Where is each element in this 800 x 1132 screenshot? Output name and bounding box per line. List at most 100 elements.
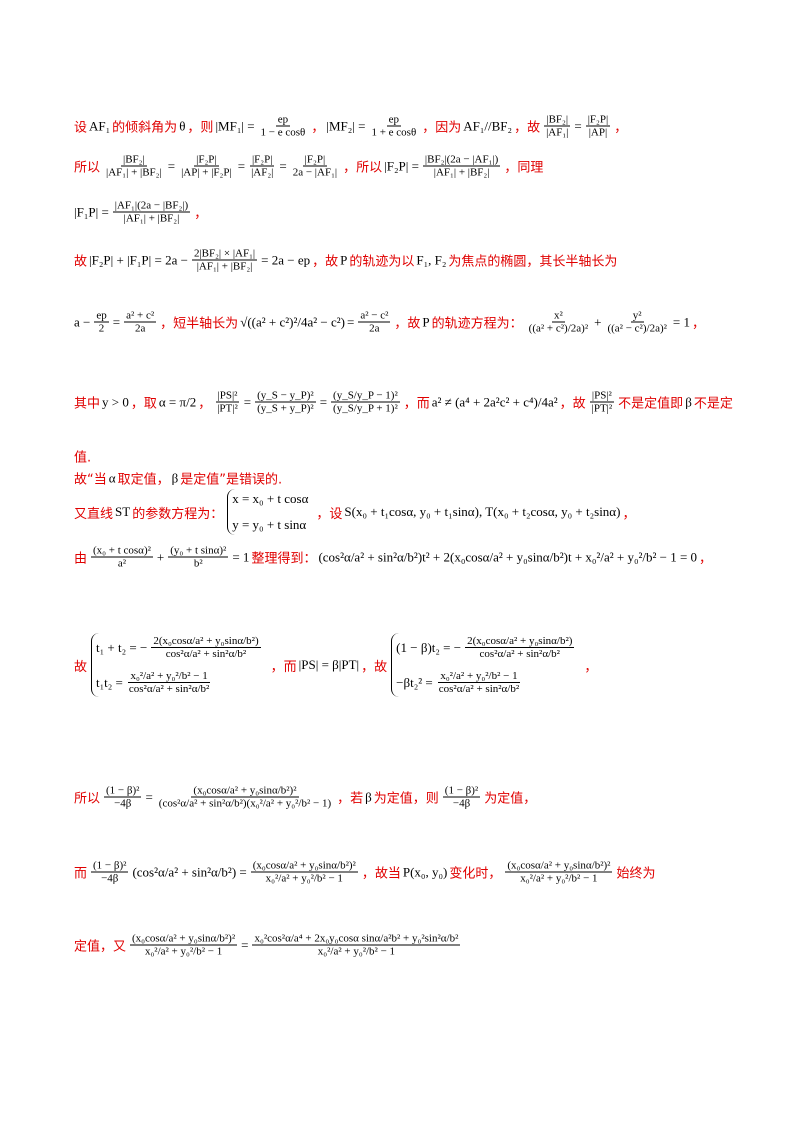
numerator: |F₂P| <box>249 153 275 167</box>
numerator: (x₀cosα/a² + y₀sinα/b²)² <box>250 859 358 873</box>
fraction: ep 1 + e cosθ <box>369 114 418 139</box>
denominator: |AF₁| + |BF₂| <box>433 166 490 179</box>
text: 为焦点的椭圆，其长半轴长为 <box>448 254 618 270</box>
fraction: |BF₂| |AF₁| <box>544 114 571 139</box>
math: θ <box>179 118 186 133</box>
text: ， <box>622 506 636 522</box>
math: a² ≠ (a⁴ + 2a²c² + c⁴)/4a² <box>431 394 558 409</box>
fraction: 2|BF₂| × |AF₁| |AF₁| + |BF₂| <box>191 248 258 273</box>
text: 而 <box>74 866 88 882</box>
equation-system: (1 − β)t₂ = −2(x₀cosα/a² + y₀sinα/b²) cos… <box>391 633 580 697</box>
numerator: |F₂P| <box>585 113 611 127</box>
denominator: |AF₂| <box>251 166 274 179</box>
math: = <box>346 314 355 329</box>
math: + <box>156 549 165 564</box>
math: = <box>237 158 246 173</box>
text: ，取 <box>130 396 157 412</box>
math: α = π/2 <box>158 394 197 409</box>
math: ST <box>115 504 131 519</box>
text: ，短半轴长为 <box>160 316 239 332</box>
math: AF₁ <box>89 118 111 133</box>
math: |F₂P| + |F₁P| = 2a − <box>89 252 188 267</box>
numerator: ep <box>386 113 402 127</box>
text: 定值，又 <box>74 939 127 955</box>
math: = <box>279 158 287 173</box>
numerator: ep <box>94 309 109 323</box>
numerator: |BF₂|(2a − |AF₁|) <box>422 153 501 167</box>
fraction: ep 2 <box>94 309 109 335</box>
text-line: 定值，又 (x₀cosα/a² + y₀sinα/b²)² x₀²/a² + y₀²… <box>74 933 724 958</box>
numerator: (y_S − y_P)² <box>255 389 316 403</box>
math: y = y₀ + t sinα <box>232 517 307 532</box>
text: ， <box>584 659 598 675</box>
text: 设 <box>74 120 88 136</box>
text: ， <box>311 120 325 136</box>
numerator: ep <box>275 113 291 127</box>
denominator: (y_S/y_P + 1)² <box>333 402 398 415</box>
text-line: 故 |F₂P| + |F₁P| = 2a −2|BF₂| × |AF₁| |AF₁|… <box>74 248 724 273</box>
text: 是定值”是错误的. <box>180 472 283 488</box>
math: x = x₀ + t cosα <box>232 491 309 506</box>
fraction: (x₀cosα/a² + y₀sinα/b²)² x₀²/a² + y₀²/b² … <box>505 859 613 885</box>
fraction: (y_S/y_P − 1)² (y_S/y_P + 1)² <box>331 390 400 415</box>
equation-row: x = x₀ + t cosα <box>232 491 308 507</box>
math: = <box>243 394 252 409</box>
text: ，故 <box>514 120 541 136</box>
denominator: |AF₁| + |BF₂| <box>123 212 180 225</box>
fraction: x₀²/a² + y₀²/b² − 1 cos²α/a² + sin²α/b² <box>127 670 211 695</box>
math: = <box>167 158 176 173</box>
numerator: (x₀cosα/a² + y₀sinα/b²)² <box>505 859 613 873</box>
text: ，同理 <box>504 160 544 176</box>
text: 为定值，则 <box>373 791 439 807</box>
text: 取定值， <box>117 472 170 488</box>
text-line: 其中 y > 0 ，取 α = π/2， |PS|² |PT|² = (y_S − y_P)²… <box>74 389 733 415</box>
text-line: 故 t₁ + t₂ = −2(x₀cosα/a² + y₀sinα/b²) cos²… <box>74 633 724 697</box>
equation-row: y = y₀ + t sinα <box>232 517 308 533</box>
denominator: |AP| <box>588 126 608 139</box>
text: ，故 <box>559 396 586 412</box>
denominator: cos²α/a² + sin²α/b² <box>165 648 247 660</box>
math: = <box>574 118 582 133</box>
denominator: x₀²/a² + y₀²/b² − 1 <box>144 945 223 958</box>
numerator: (1 − β)² <box>104 784 142 798</box>
text: ，则 <box>187 120 214 136</box>
denominator: |PT|² <box>591 402 613 415</box>
math: |PS| = β|PT| <box>298 657 360 672</box>
text: 故 <box>74 254 88 270</box>
math: a − <box>74 314 91 329</box>
math: β <box>685 394 692 409</box>
text: 不是定 <box>693 396 733 412</box>
numerator: a² + c² <box>124 309 157 323</box>
text: ，故当 <box>361 866 401 882</box>
fraction: (x₀cosα/a² + y₀sinα/b²)² x₀²/a² + y₀²/b² … <box>130 933 238 958</box>
text-line: a − ep 2 = a² + c² 2a ，短半轴长为 √((a² + c²)²/4a² −… <box>74 310 724 335</box>
math: = <box>145 789 153 804</box>
fraction: |PS|² |PT|² <box>589 390 615 415</box>
math: (cos²α/a² + sin²α/b²) = <box>132 864 247 879</box>
text-line: 所以 (1 − β)² −4β = (x₀cosα/a² + y₀sinα/b²)² (c… <box>74 785 724 810</box>
numerator: (x₀ + t cosα)² <box>91 544 153 558</box>
fraction: |PS|² |PT|² <box>215 390 240 415</box>
math: |MF₂| = <box>326 118 366 133</box>
denominator: −4β <box>101 872 119 885</box>
numerator: 2(x₀cosα/a² + y₀sinα/b²) <box>465 635 575 648</box>
text: 由 <box>74 551 88 567</box>
text: 其中 <box>74 396 101 412</box>
equation-row: −βt₂² = x₀²/a² + y₀²/b² − 1 cos²α/a² + sin… <box>396 670 576 695</box>
numerator: |BF₂| <box>121 153 147 167</box>
denominator: |AP| + |F₂P| <box>181 166 232 179</box>
denominator: b² <box>193 557 203 570</box>
text: 所以 <box>74 160 101 176</box>
fraction: x² ((a² + c²)/2a)² <box>527 310 590 335</box>
text: 的轨迹方程为： <box>431 316 523 332</box>
text: ，而 <box>270 659 297 675</box>
text: 又直线 <box>74 506 114 522</box>
denominator: −4β <box>114 797 132 810</box>
numerator: x₀²/a² + y₀²/b² − 1 <box>438 670 520 683</box>
fraction: (y₀ + t sinα)² b² <box>168 545 229 570</box>
numerator: (1 − β)² <box>442 784 481 798</box>
denominator: 2a <box>134 322 146 335</box>
math: P <box>422 314 430 329</box>
text: 故“当 <box>74 472 107 488</box>
